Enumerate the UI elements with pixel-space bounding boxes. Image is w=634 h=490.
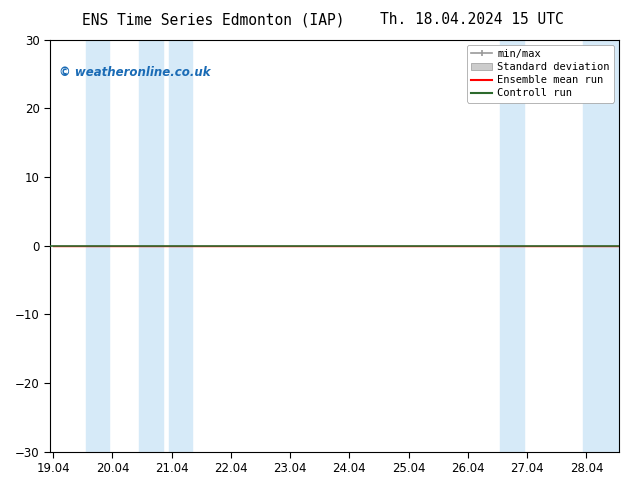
- Text: © weatheronline.co.uk: © weatheronline.co.uk: [59, 66, 210, 79]
- Bar: [583, 40, 622, 452]
- Bar: [139, 40, 163, 452]
- Text: ENS Time Series Edmonton (IAP): ENS Time Series Edmonton (IAP): [82, 12, 345, 27]
- Bar: [86, 40, 110, 452]
- Legend: min/max, Standard deviation, Ensemble mean run, Controll run: min/max, Standard deviation, Ensemble me…: [467, 45, 614, 102]
- Bar: [500, 40, 524, 452]
- Text: Th. 18.04.2024 15 UTC: Th. 18.04.2024 15 UTC: [380, 12, 564, 27]
- Bar: [169, 40, 192, 452]
